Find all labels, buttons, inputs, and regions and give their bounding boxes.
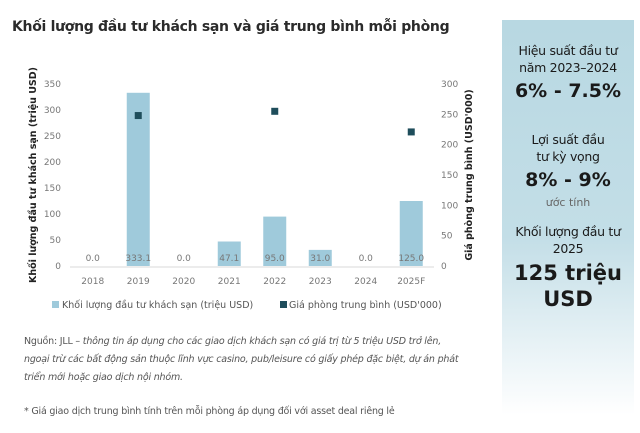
- stat1-label: Hiệu suất đầu tư năm 2023–2024: [518, 43, 618, 75]
- bar-data-label: 125.0: [398, 254, 424, 264]
- stat2-value: 8% - 9%: [525, 169, 611, 191]
- y2-tick-label: 50: [441, 232, 453, 242]
- chart-title: Khối lượng đầu tư khách sạn và giá trung…: [12, 19, 450, 35]
- price-marker-2025F: [407, 128, 415, 136]
- y2-tick-label: 300: [441, 80, 458, 90]
- footnote: * Giá giao dịch trung bình tính trên mỗi…: [24, 406, 395, 417]
- legend-swatch-bars: [52, 301, 59, 308]
- stat2-sub: ước tính: [545, 196, 591, 209]
- y-axis-label: Khối lượng đầu tư khách sạn (triệu USD): [28, 67, 39, 283]
- bar-data-label: 333.1: [125, 254, 151, 264]
- bar-2025F: [399, 201, 423, 266]
- legend-label-price: Giá phòng trung bình (USD'000): [289, 300, 442, 311]
- bar-2022: [263, 216, 287, 266]
- bar-data-label: 0.0: [359, 254, 374, 264]
- source-note: Nguồn: JLL – thông tin áp dụng cho các g…: [24, 333, 464, 387]
- y-tick-label: 0: [55, 262, 61, 272]
- stat1-value: 6% - 7.5%: [514, 80, 622, 102]
- x-tick-label: 2023: [309, 277, 332, 287]
- y-tick-label: 200: [44, 158, 61, 168]
- x-tick-label: 2022: [263, 277, 286, 287]
- y2-tick-label: 100: [441, 201, 458, 211]
- y2-tick-label: 250: [441, 110, 458, 120]
- bar-2021: [217, 241, 241, 266]
- source-prefix: Nguồn: JLL –: [24, 336, 83, 347]
- x-tick-label: 2019: [127, 277, 150, 287]
- source-text: thông tin áp dụng cho các giao dịch khác…: [24, 336, 459, 383]
- bar-data-label: 95.0: [265, 254, 285, 264]
- stat3-value: 125 triệu USD: [514, 261, 622, 311]
- price-marker-2019: [134, 112, 142, 120]
- y-tick-label: 100: [44, 210, 61, 220]
- y2-axis-label: Giá phòng trung bình (USD'000): [464, 89, 475, 260]
- y2-tick-label: 200: [441, 141, 458, 151]
- bar-data-label: 0.0: [177, 254, 192, 264]
- y-tick-label: 250: [44, 132, 61, 142]
- combo-chart: 0.0 333.1 0.0 47.1 95.0 31.0 0.0 125.0 2018 2019 2…: [28, 67, 475, 311]
- bar-data-label: 0.0: [86, 254, 101, 264]
- y-tick-label: 50: [50, 236, 62, 246]
- bar-data-label: 47.1: [219, 254, 239, 264]
- bar-2019: [126, 92, 150, 267]
- bar-2023: [308, 249, 332, 266]
- legend-swatch-price: [280, 301, 287, 308]
- x-tick-label: 2018: [81, 277, 104, 287]
- y-tick-label: 150: [44, 184, 61, 194]
- stat2-label: Lợi suất đầu tư kỳ vọng: [531, 132, 605, 164]
- stat3-label: Khối lượng đầu tư 2025: [515, 224, 621, 256]
- y2-tick-label: 0: [441, 262, 447, 272]
- y-tick-label: 300: [44, 106, 61, 116]
- price-marker-2022: [271, 107, 279, 115]
- x-tick-label: 2020: [172, 277, 195, 287]
- x-tick-label: 2021: [218, 277, 241, 287]
- x-tick-label: 2024: [354, 277, 377, 287]
- bar-data-label: 31.0: [310, 254, 330, 264]
- x-tick-label: 2025F: [397, 277, 425, 287]
- y2-tick-label: 150: [441, 171, 458, 181]
- stats-panel: Hiệu suất đầu tư năm 2023–2024 6% - 7.5%…: [502, 20, 634, 415]
- y-tick-label: 350: [44, 80, 61, 90]
- legend-label-bars: Khối lượng đầu tư khách sạn (triệu USD): [62, 300, 253, 311]
